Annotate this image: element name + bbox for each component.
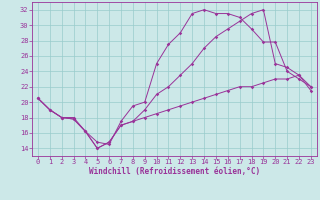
X-axis label: Windchill (Refroidissement éolien,°C): Windchill (Refroidissement éolien,°C) xyxy=(89,167,260,176)
